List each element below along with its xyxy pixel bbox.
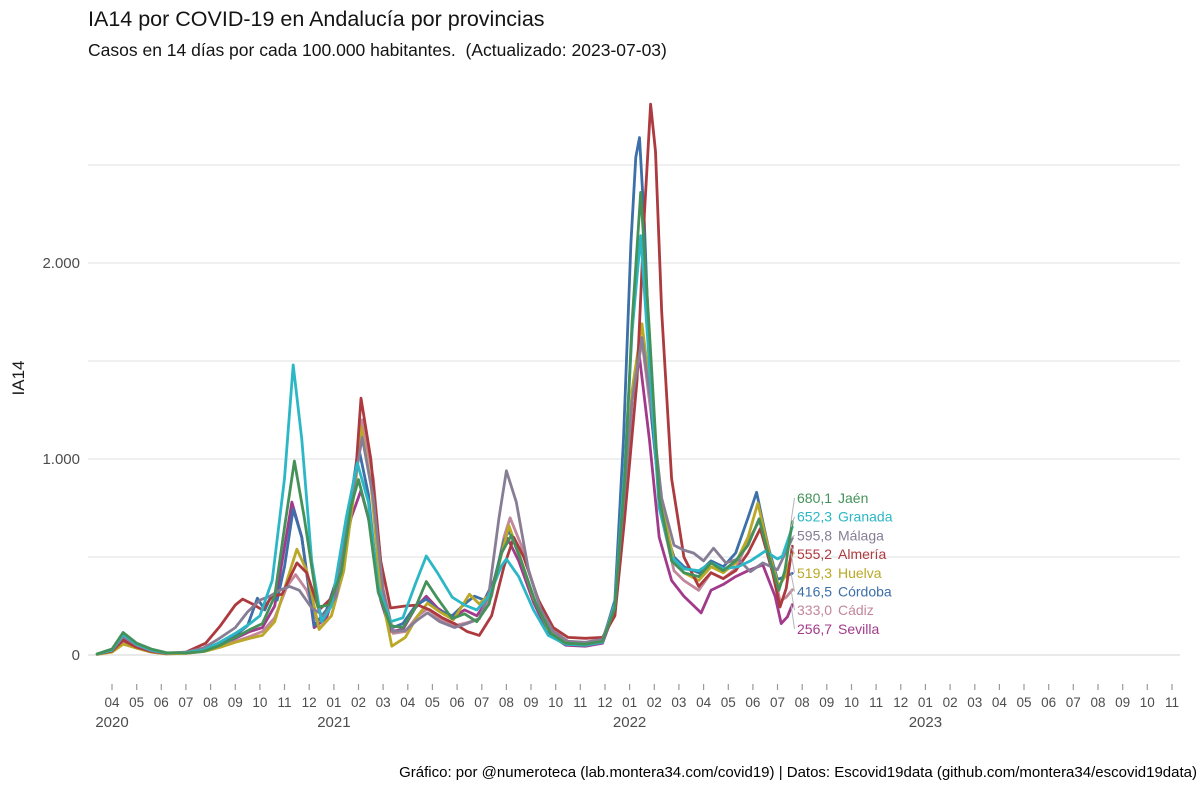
legend-value-almeria: 555,2: [797, 546, 832, 562]
legend-label-cadiz: Cádiz: [838, 602, 874, 618]
legend-leader-huelva: [790, 553, 795, 573]
x-tick-label: 10: [1140, 695, 1155, 710]
x-tick-label: 06: [745, 695, 760, 710]
legend-label-malaga: Málaga: [838, 527, 884, 543]
series-line-jaen: [95, 190, 794, 656]
legend-leader-almeria: [790, 545, 795, 555]
x-tick-label: 09: [1115, 695, 1130, 710]
legend-label-granada: Granada: [838, 509, 893, 525]
x-tick-label: 08: [1090, 695, 1105, 710]
x-tick-label: 06: [154, 695, 169, 710]
legend-label-jaen: Jaén: [838, 490, 868, 506]
x-tick-label: 08: [499, 695, 514, 710]
legend-leader-cordoba: [790, 573, 795, 592]
y-tick-label: 2.000: [42, 255, 80, 272]
x-tick-label: 11: [869, 695, 883, 710]
legend-leader-sevilla: [790, 604, 795, 629]
x-tick-label: 04: [992, 695, 1008, 710]
x-tick-label: 05: [721, 695, 736, 710]
x-tick-label: 12: [893, 695, 908, 710]
legend-leader-granada: [790, 516, 795, 528]
chart-subtitle: Casos en 14 días por cada 100.000 habita…: [88, 40, 667, 60]
x-tick-label: 10: [252, 695, 267, 710]
x-tick-label: 02: [351, 695, 366, 710]
legend-value-huelva: 519,3: [797, 565, 832, 581]
legend-value-cadiz: 333,0: [797, 602, 832, 618]
series-line-granada: [95, 234, 794, 656]
series-line-almeria: [95, 102, 794, 656]
x-tick-label: 04: [400, 695, 416, 710]
x-tick-label: 08: [203, 695, 218, 710]
x-tick-label: 05: [425, 695, 440, 710]
x-tick-label: 12: [597, 695, 612, 710]
x-tick-label: 12: [302, 695, 317, 710]
chart-footer: Gráfico: por @numeroteca (lab.montera34.…: [399, 764, 1197, 781]
x-tick-label: 11: [277, 695, 291, 710]
x-tick-label: 09: [228, 695, 243, 710]
x-tick-label: 10: [844, 695, 859, 710]
legend-value-jaen: 680,1: [797, 490, 832, 506]
x-tick-label: 07: [770, 695, 785, 710]
legend-label-cordoba: Córdoba: [838, 584, 892, 600]
x-tick-label: 02: [943, 695, 958, 710]
legend-value-sevilla: 256,7: [797, 621, 832, 637]
x-tick-label: 02: [647, 695, 662, 710]
x-year-label: 2023: [909, 714, 942, 731]
legend-label-almeria: Almería: [838, 546, 886, 562]
x-tick-label: 09: [523, 695, 538, 710]
x-tick-label: 06: [450, 695, 465, 710]
legend-leader-jaen: [790, 497, 795, 522]
x-tick-label: 10: [548, 695, 563, 710]
x-tick-label: 03: [671, 695, 686, 710]
x-year-label: 2020: [95, 714, 128, 731]
y-tick-label: 0: [72, 647, 80, 664]
x-tick-label: 09: [819, 695, 834, 710]
x-year-label: 2021: [317, 714, 350, 731]
x-tick-label: 07: [178, 695, 193, 710]
chart-title: IA14 por COVID-19 en Andalucía por provi…: [88, 7, 545, 31]
x-tick-label: 03: [967, 695, 982, 710]
y-tick-label: 1.000: [42, 451, 80, 468]
legend-value-granada: 652,3: [797, 509, 832, 525]
x-tick-label: 08: [795, 695, 810, 710]
x-tick-label: 03: [376, 695, 391, 710]
legend-value-malaga: 595,8: [797, 527, 832, 543]
x-tick-label: 01: [918, 695, 933, 710]
series-line-huelva: [95, 322, 794, 656]
y-axis-title: IA14: [9, 360, 28, 396]
x-tick-label: 05: [129, 695, 144, 710]
x-tick-label: 01: [622, 695, 637, 710]
x-tick-label: 04: [104, 695, 120, 710]
x-tick-label: 11: [573, 695, 587, 710]
x-year-label: 2022: [613, 714, 646, 731]
legend-leader-cadiz: [790, 589, 795, 611]
x-tick-label: 01: [326, 695, 341, 710]
legend-label-sevilla: Sevilla: [838, 621, 879, 637]
legend-label-huelva: Huelva: [838, 565, 882, 581]
x-tick-label: 11: [1165, 695, 1179, 710]
x-tick-label: 07: [474, 695, 489, 710]
legend-value-cordoba: 416,5: [797, 584, 832, 600]
series-line-cordoba: [95, 136, 794, 656]
series-line-malaga: [95, 336, 794, 656]
x-tick-label: 06: [1041, 695, 1056, 710]
x-tick-label: 05: [1016, 695, 1031, 710]
x-tick-label: 07: [1066, 695, 1081, 710]
legend-leader-malaga: [790, 535, 795, 539]
x-tick-label: 04: [696, 695, 712, 710]
